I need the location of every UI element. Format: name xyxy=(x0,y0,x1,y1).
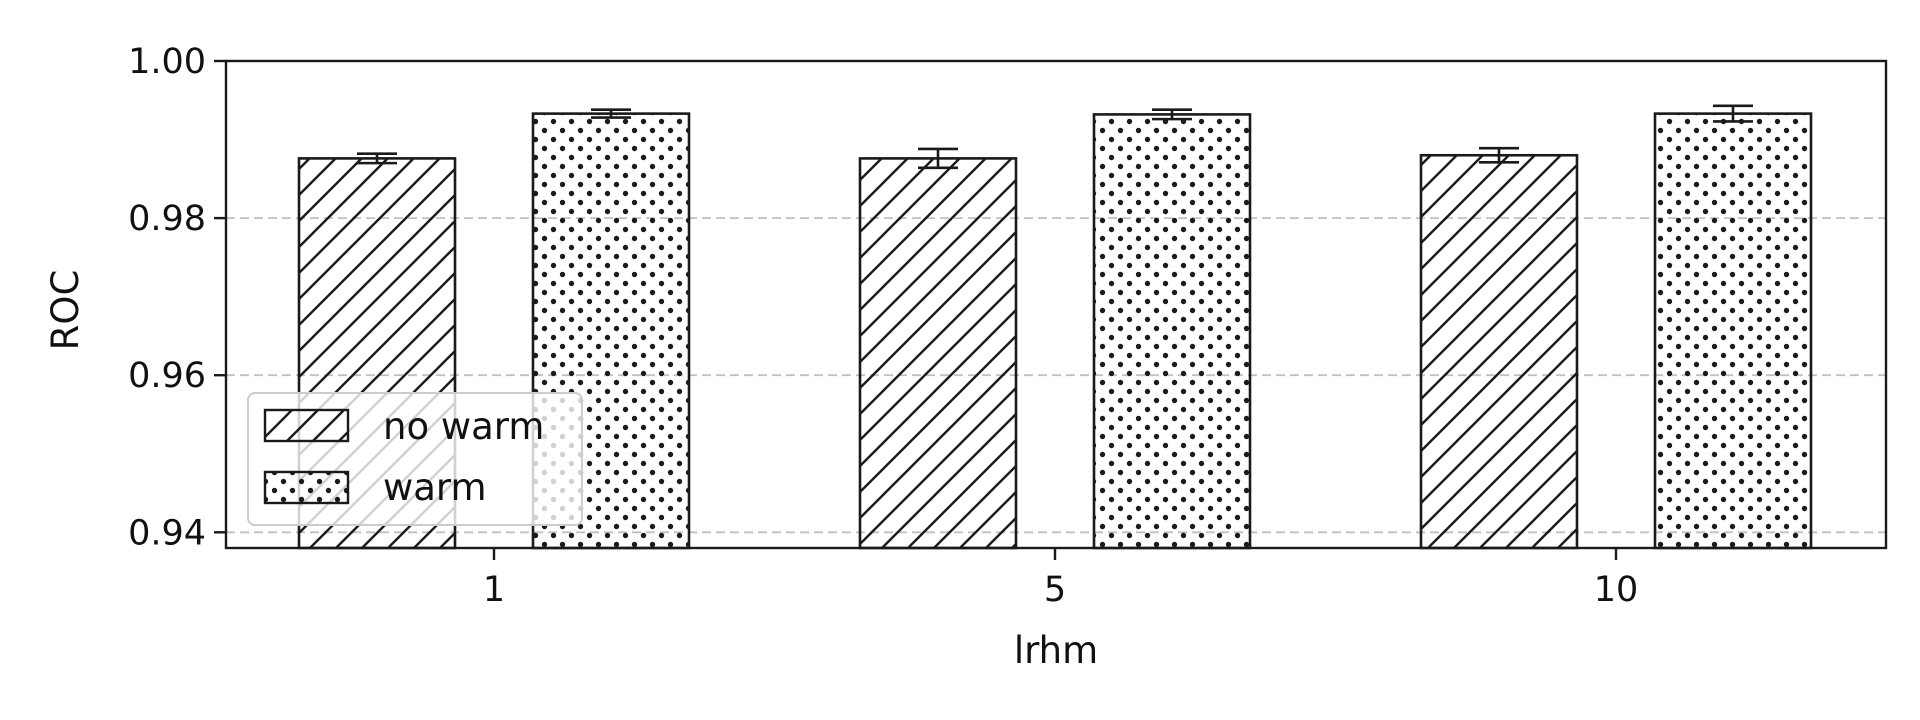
y-axis-label: ROC xyxy=(44,270,87,351)
legend-swatch-no-warm xyxy=(263,408,350,443)
y-tick-label: 0.98 xyxy=(128,199,206,239)
legend-label-no-warm: no warm xyxy=(383,405,544,448)
bar-no-warm xyxy=(1419,153,1579,550)
legend-swatch-warm xyxy=(263,470,350,505)
bar-warm xyxy=(1092,113,1252,550)
bar-no-warm xyxy=(858,157,1018,550)
x-tick-label: 1 xyxy=(483,570,505,610)
x-tick-label: 5 xyxy=(1044,570,1066,610)
axes: 0.94 0.96 0.98 1.00 1 5 10 xyxy=(128,42,1638,610)
y-tick-label: 0.94 xyxy=(128,513,206,553)
legend-label-warm: warm xyxy=(383,466,487,509)
legend: no warm warm xyxy=(247,392,583,526)
y-tick-label: 0.96 xyxy=(128,356,206,396)
grid-lines xyxy=(226,217,1886,534)
bar-warm xyxy=(1653,112,1813,550)
y-tick-label: 1.00 xyxy=(128,42,206,82)
x-tick-label: 10 xyxy=(1594,570,1639,610)
x-axis-label: lrhm xyxy=(1014,629,1098,672)
